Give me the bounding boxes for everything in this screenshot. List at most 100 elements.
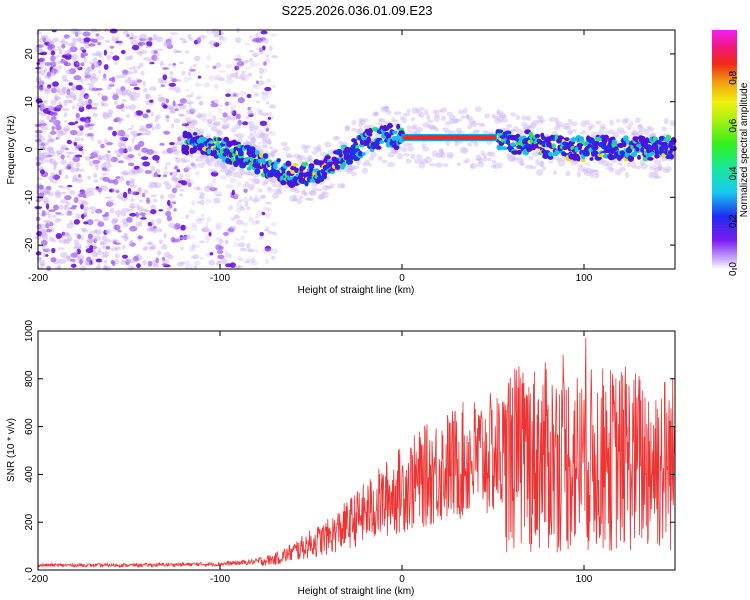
heatmap-noise-cell [83,221,89,225]
heatmap-noise-cell [188,76,192,81]
heatmap-halo-cell [576,171,582,178]
heatmap-noise-cell [144,170,152,174]
heatmap-noise-cell [185,179,190,183]
heatmap-halo-cell [465,158,470,164]
heatmap-ridge-cell [583,150,590,157]
heatmap-noise-cell [230,108,235,115]
heatmap-noise-cell [116,130,120,137]
heatmap-noise-cell [267,230,273,234]
heatmap-noise-cell [236,60,245,67]
heatmap-halo-cell [387,162,396,168]
heatmap-halo-cell [426,114,431,121]
heatmap-noise-cell [188,103,193,109]
heatmap-noise-cell [206,216,212,223]
heatmap-noise-cell [199,256,204,260]
heatmap-noise-cell [101,235,108,242]
heatmap-noise-cell [50,151,56,157]
heatmap-noise-cell [197,75,202,79]
heatmap-noise-cell [146,109,151,113]
heatmap-halo-cell [261,138,267,144]
heatmap-noise-cell [46,203,50,210]
heatmap-noise-cell [121,92,126,97]
heatmap-halo-cell [474,106,482,112]
heatmap-noise-cell [68,82,73,86]
heatmap-noise-cell [73,197,79,204]
heatmap-noise-cell [153,182,162,189]
heatmap-noise-cell [79,47,86,51]
heatmap-noise-cell [92,159,101,165]
heatmap-noise-cell [114,246,122,251]
heatmap-noise-cell [127,71,134,75]
heatmap-noise-cell [56,152,61,156]
heatmap-noise-cell [146,227,154,232]
heatmap-halo-cell [244,140,249,146]
heatmap-halo-cell [429,127,436,131]
heatmap-noise-cell [44,190,51,194]
heatmap-noise-cell [156,218,162,224]
heatmap-noise-cell [119,136,125,141]
heatmap-noise-cell [195,97,202,100]
heatmap-noise-cell [58,151,62,155]
heatmap-noise-cell [262,248,270,254]
heatmap-noise-cell [115,75,124,79]
heatmap-noise-cell [185,94,194,98]
heatmap-halo-cell [470,163,478,169]
heatmap-noise-cell [180,246,184,251]
heatmap-noise-cell [63,128,70,132]
heatmap-noise-cell [56,90,60,94]
heatmap-noise-cell [50,55,56,62]
heatmap-noise-cell [199,240,205,244]
heatmap-noise-cell [57,218,62,222]
heatmap-halo-cell [524,164,533,170]
heatmap-halo-cell [422,146,430,152]
heatmap-halo-cell [480,150,486,156]
heatmap-noise-cell [89,156,94,159]
heatmap-noise-cell [209,187,218,192]
heatmap-noise-cell [235,71,239,76]
heatmap-noise-cell [40,159,45,165]
heatmap-noise-cell [48,158,57,165]
heatmap-noise-cell [199,199,205,206]
heatmap-noise-cell [225,115,232,118]
heatmap-noise-cell [66,151,72,155]
heatmap-noise-cell [221,258,228,265]
heatmap-noise-cell [123,30,129,35]
heatmap-noise-cell [148,241,152,245]
heatmap-noise-cell [41,239,48,246]
heatmap-noise-cell [150,204,157,211]
heatmap-halo-cell [329,183,335,189]
heatmap-halo-cell [262,137,271,143]
heatmap-noise-cell [76,248,82,255]
heatmap-noise-cell [115,176,121,179]
snr-x-tick-label: 0 [399,574,405,585]
heatmap-halo-cell [499,114,506,119]
heatmap-noise-cell [255,47,263,51]
heatmap-noise-cell [102,111,108,118]
heatmap-noise-cell [58,104,63,109]
heatmap-halo-cell [269,146,273,150]
spectrogram-xlabel: Height of straight line (km) [298,285,415,296]
heatmap-halo-cell [531,152,539,157]
heatmap-noise-cell [125,148,133,153]
heatmap-noise-cell [136,263,141,269]
heatmap-noise-cell [130,96,138,102]
heatmap-halo-cell [507,155,515,162]
heatmap-noise-cell [65,255,71,260]
heatmap-noise-cell [75,84,83,91]
heatmap-noise-cell [146,45,151,49]
heatmap-ridge-cell [631,151,638,157]
heatmap-noise-cell [91,87,99,92]
heatmap-noise-cell [127,264,134,271]
heatmap-noise-cell [107,126,114,131]
heatmap-noise-cell [210,102,219,108]
heatmap-noise-cell [46,138,53,142]
heatmap-noise-cell [218,117,224,121]
heatmap-noise-cell [177,136,182,142]
heatmap-halo-cell [406,108,411,114]
heatmap-halo-cell [585,162,590,166]
heatmap-noise-cell [242,229,249,234]
heatmap-noise-cell [112,219,116,226]
heatmap-noise-cell [248,49,255,53]
heatmap-noise-cell [262,38,269,44]
heatmap-noise-cell [170,32,178,35]
